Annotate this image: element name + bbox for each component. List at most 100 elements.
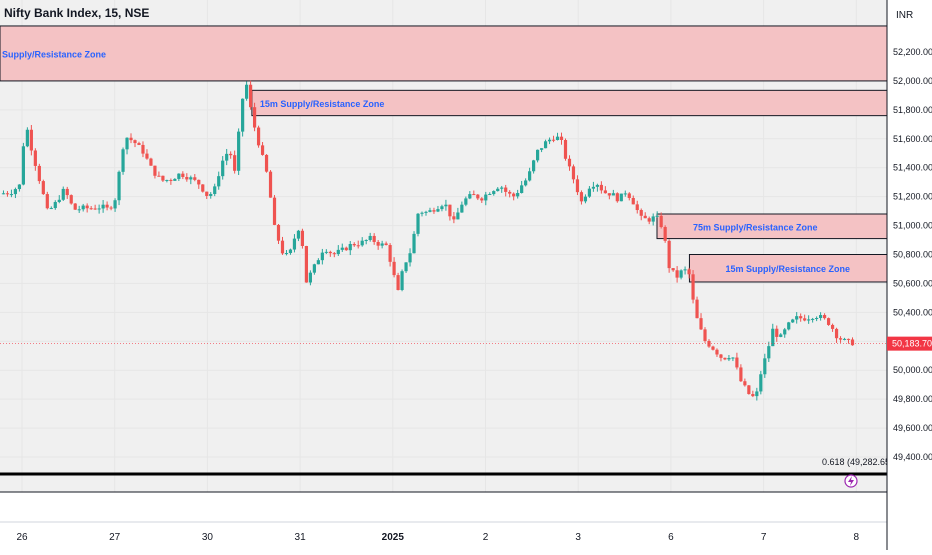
candle-body <box>559 136 564 140</box>
candle-body <box>153 165 157 176</box>
candle-body <box>444 204 448 207</box>
candle-body <box>13 189 18 195</box>
candle-body <box>408 253 412 263</box>
candle-body <box>779 334 783 337</box>
candle-body <box>803 318 807 321</box>
last-price-label: 50,183.70 <box>892 339 932 349</box>
candle-body <box>811 318 815 320</box>
zone-label: 75m Supply/Resistance Zone <box>693 222 818 232</box>
price-scale-background <box>887 0 932 550</box>
x-tick-label: 3 <box>575 532 581 543</box>
candle-body <box>791 319 795 323</box>
candle-body <box>563 139 568 159</box>
candle-body <box>21 146 25 185</box>
candle-body <box>376 241 380 246</box>
chart-title: Nifty Bank Index, 15, NSE <box>4 6 150 20</box>
candle-body <box>484 194 488 201</box>
candle-body <box>747 385 751 395</box>
candle-body <box>300 230 305 246</box>
candle-body <box>93 208 97 210</box>
candle-body <box>607 193 611 196</box>
zone-label: Supply/Resistance Zone <box>2 49 106 59</box>
candle-body <box>340 247 344 250</box>
candle-body <box>635 204 639 211</box>
candle-body <box>260 145 265 155</box>
candle-body <box>699 318 703 330</box>
candle-body <box>400 271 404 291</box>
candle-body <box>775 328 779 337</box>
candle-body <box>384 243 388 246</box>
candle-body <box>133 140 137 144</box>
y-tick-label: 51,200.00 <box>893 192 932 202</box>
candle-body <box>615 193 619 202</box>
candle-body <box>767 346 771 359</box>
candle-body <box>77 209 81 211</box>
candle-body <box>826 318 831 325</box>
candle-body <box>292 238 297 250</box>
candle-body <box>193 177 197 180</box>
y-tick-label: 50,400.00 <box>893 307 932 317</box>
candle-body <box>739 367 743 382</box>
candle-body <box>372 235 376 242</box>
candle-body <box>603 190 607 194</box>
y-axis[interactable]: 52,200.00 52,000.00 51,800.00 51,600.00 51,4… <box>886 0 932 550</box>
candle-body <box>787 322 791 330</box>
candle-body <box>41 181 45 195</box>
candle-body <box>551 139 556 141</box>
candle-body <box>125 137 129 150</box>
candle-body <box>356 245 360 247</box>
candle-body <box>719 354 723 358</box>
candle-body <box>428 210 432 212</box>
x-tick-label: 26 <box>16 532 28 543</box>
candle-body <box>520 185 524 193</box>
candle-body <box>675 270 679 278</box>
candle-body <box>213 186 217 194</box>
candle-body <box>583 196 588 202</box>
candle-body <box>432 210 436 212</box>
candle-body <box>575 179 580 193</box>
candle-body <box>683 269 687 271</box>
y-tick-label: 49,400.00 <box>893 452 932 462</box>
candle-body <box>834 328 839 339</box>
candle-body <box>61 188 65 200</box>
candle-body <box>815 317 819 319</box>
candle-body <box>368 235 372 241</box>
candle-body <box>679 270 683 278</box>
x-tick-label: 2025 <box>382 532 405 543</box>
candle-body <box>364 240 368 242</box>
candle-body <box>727 357 731 360</box>
candle-body <box>639 210 643 216</box>
candle-body <box>651 216 655 222</box>
candle-body <box>850 339 855 346</box>
candle-body <box>288 249 293 254</box>
lightning-icon-glyph <box>848 476 854 486</box>
candle-body <box>45 194 49 209</box>
candle-body <box>404 262 408 272</box>
candle-body <box>659 215 663 228</box>
candle-body <box>1 193 6 195</box>
x-axis[interactable]: 26 27 30 31 2025 2 3 6 7 8 <box>16 532 859 543</box>
candle-body <box>145 153 149 159</box>
candle-body <box>296 230 301 239</box>
currency-label[interactable]: INR <box>896 10 914 21</box>
candle-body <box>547 139 552 142</box>
zone-label: 15m Supply/Resistance Zone <box>260 99 385 109</box>
candle-body <box>516 192 520 197</box>
x-tick-label: 6 <box>668 532 674 543</box>
candle-body <box>631 197 635 205</box>
candle-body <box>436 209 440 212</box>
candle-body <box>221 160 225 177</box>
candle-body <box>360 240 364 246</box>
fib-level-label: 0.618 (49,282.65) <box>822 457 893 467</box>
candle-body <box>743 381 747 386</box>
candle-body <box>488 194 492 196</box>
candle-body <box>233 155 237 171</box>
supply-zone <box>0 25 888 82</box>
candle-body <box>25 129 29 147</box>
candle-body <box>229 153 233 156</box>
candle-body <box>504 187 508 192</box>
candle-body <box>448 204 452 217</box>
candle-body <box>29 129 33 151</box>
